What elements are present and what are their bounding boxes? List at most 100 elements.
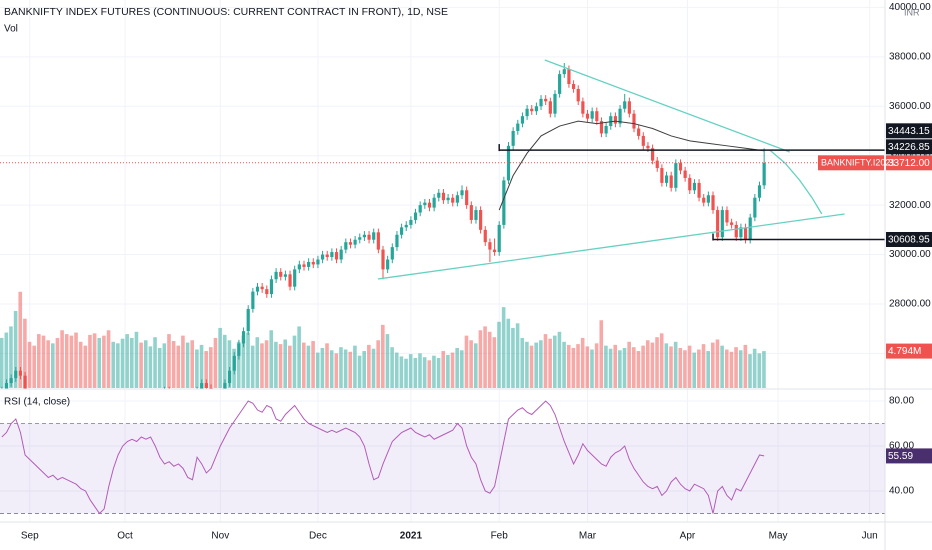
volume-bar	[576, 344, 580, 388]
volume-bar	[418, 353, 422, 388]
candle-body	[265, 289, 269, 295]
candle-body	[581, 101, 585, 114]
volume-bar	[455, 347, 459, 388]
volume-bar	[469, 340, 473, 388]
candle-body	[386, 259, 390, 270]
candle-body	[530, 108, 534, 112]
volume-bar	[357, 355, 362, 388]
candle-body	[451, 197, 455, 203]
candle-body	[446, 197, 450, 201]
volume-bar	[594, 343, 599, 388]
candle-body	[762, 162, 766, 186]
symbol-label: BANKNIFTY.I2021	[821, 158, 895, 168]
candle-body	[0, 390, 3, 395]
candle-body	[711, 195, 715, 211]
volume-bar	[297, 326, 301, 388]
y-tick-label: 28000.00	[889, 299, 931, 310]
volume-bar	[148, 346, 153, 388]
volume-bar	[497, 321, 501, 388]
volume-bar	[641, 345, 645, 388]
candle-body	[140, 415, 143, 420]
volume-bar	[539, 340, 543, 388]
candle-body	[283, 274, 287, 277]
volume-bar	[60, 330, 64, 388]
chart-title: BANKNIFTY INDEX FUTURES (CONTINUOUS: CUR…	[4, 6, 448, 18]
volume-bar	[390, 347, 394, 388]
volume-bar	[743, 344, 748, 388]
volume-bar	[724, 349, 729, 388]
candle-body	[646, 145, 650, 149]
volume-bar	[669, 346, 673, 388]
candle-body	[660, 168, 664, 183]
volume-bar	[446, 354, 450, 388]
candle-body	[516, 123, 520, 131]
candle-body	[228, 370, 232, 384]
volume-bar	[622, 347, 627, 388]
volume-bar	[209, 347, 213, 388]
candle-body	[320, 254, 325, 260]
candle-body	[200, 383, 204, 389]
candle-body	[409, 219, 413, 225]
volume-bar	[130, 337, 134, 388]
volume-bar	[9, 326, 13, 388]
candle-body	[432, 197, 436, 208]
currency: INR	[904, 7, 920, 17]
candle-body	[144, 413, 147, 420]
rsi-title: RSI (14, close)	[4, 397, 70, 408]
volume-bar	[46, 340, 50, 388]
volume-bar	[348, 351, 353, 388]
candle-body	[441, 192, 446, 201]
volume-bar	[571, 347, 576, 388]
volume-bar	[706, 351, 710, 388]
candle-body	[307, 261, 311, 267]
volume-bar	[580, 337, 585, 388]
volume-bar	[218, 327, 222, 388]
candle-body	[455, 195, 459, 203]
volume-bar	[432, 355, 436, 388]
volume-bar	[88, 334, 92, 388]
candle-body	[488, 242, 492, 250]
candle-body	[688, 177, 692, 191]
volume-bar	[757, 353, 762, 388]
volume-bar	[645, 340, 650, 388]
volume-bar	[143, 340, 148, 388]
x-tick-label: Nov	[211, 531, 229, 542]
volume-bar	[116, 343, 120, 388]
volume-bar	[92, 333, 97, 388]
candle-body	[664, 175, 669, 183]
volume-bar	[167, 334, 171, 388]
volume-bar	[501, 307, 506, 388]
candle-body	[716, 210, 720, 238]
volume-bar	[227, 340, 232, 388]
candle-body	[637, 128, 641, 136]
volume-bar	[738, 350, 743, 388]
volume-bar	[422, 357, 427, 388]
candle-body	[743, 227, 748, 240]
candle-body	[418, 205, 422, 213]
rsi-tick-label: 60.00	[889, 441, 914, 452]
volume-bar	[260, 343, 264, 388]
volume-bar	[41, 335, 46, 388]
candle-body	[168, 390, 171, 395]
candle-body	[697, 182, 701, 198]
candle-body	[734, 224, 738, 238]
candle-body	[730, 222, 734, 225]
volume-bar	[436, 357, 441, 388]
volume-bar	[450, 352, 455, 388]
volume-bar	[306, 345, 311, 388]
candle-body	[674, 163, 678, 188]
volume-bar	[473, 343, 478, 388]
candle-body	[595, 111, 599, 122]
volume-bar	[329, 350, 334, 388]
volume-bar	[255, 337, 260, 388]
rsi-pane	[0, 400, 885, 515]
volume-bar	[204, 351, 208, 388]
candle-body	[4, 383, 9, 389]
price-label-box	[886, 123, 932, 139]
volume-bar	[269, 330, 274, 388]
candle-body	[474, 210, 478, 220]
volume-bar	[566, 344, 571, 388]
candle-body	[376, 232, 380, 250]
candle-body	[330, 252, 334, 258]
candle-body	[725, 210, 729, 223]
